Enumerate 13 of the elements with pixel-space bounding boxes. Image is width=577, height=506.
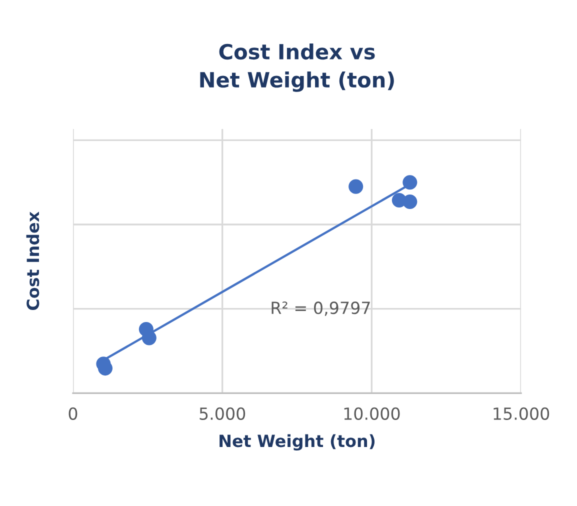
x-tick-label: 5.000 xyxy=(200,407,246,420)
x-tick-label: 10.000 xyxy=(344,407,400,420)
point xyxy=(402,175,418,190)
x-tick-label: 15.000 xyxy=(494,407,550,420)
annotation: R² = 0,9797 xyxy=(272,302,370,316)
point xyxy=(348,179,364,194)
chart-title: Cost Index vs Net Weight (ton) xyxy=(200,43,394,92)
y-axis-title: Cost Index xyxy=(26,212,40,310)
x-tick-label: 0 xyxy=(68,407,78,420)
x-axis-title: Net Weight (ton) xyxy=(220,434,375,451)
point xyxy=(142,330,156,346)
point xyxy=(402,194,418,210)
point xyxy=(98,361,113,376)
